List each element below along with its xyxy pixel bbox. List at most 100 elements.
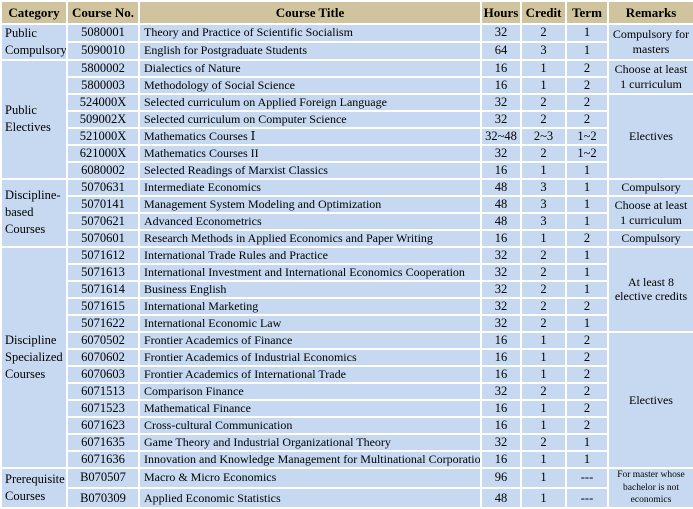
course-no-cell: 5071613 [66, 262, 140, 282]
credit-cell: 1 [520, 449, 567, 469]
course-no-cell: 509002X [66, 109, 140, 129]
remark-cell: Compulsory [607, 228, 693, 248]
credit-cell: 1 [520, 486, 567, 509]
course-no-cell: 5080001 [66, 23, 140, 43]
remark-cell: Electives [607, 330, 693, 469]
table-row: 524000X Selected curriculum on Applied F… [1, 92, 693, 180]
table-row: 5071614 Business English 32 2 1 [1, 279, 693, 299]
course-title-cell: Macro & Micro Economics [138, 466, 482, 489]
course-title-cell: Applied Economic Statistics [138, 486, 482, 509]
term-cell: 2 [565, 109, 609, 129]
course-no-cell: 6070502 [66, 330, 140, 350]
course-title-cell: Mathematics Courses II [138, 143, 482, 163]
table-row: 6070602 Frontier Academics of Industrial… [1, 347, 693, 367]
course-title-cell: Business English [138, 279, 482, 299]
course-no-cell: 5090010 [66, 40, 140, 61]
course-no-cell: 5071622 [66, 313, 140, 333]
course-title-cell: Theory and Practice of Scientific Social… [138, 23, 482, 43]
category-cell-prerequisite: Prerequisite Courses [0, 466, 68, 509]
term-cell: 1 [565, 194, 609, 214]
hours-cell: 32~48 [480, 126, 522, 146]
course-title-cell: Frontier Academics of International Trad… [138, 364, 482, 384]
hours-cell: 16 [480, 347, 522, 367]
course-title-cell: Management System Modeling and Optimizat… [138, 194, 482, 214]
course-title-cell: Mathematics Courses Ⅰ [138, 126, 482, 146]
term-cell: 1 [565, 211, 609, 231]
credit-cell: 1 [520, 347, 567, 367]
credit-cell: 1 [520, 58, 567, 78]
table-row: 521000X Mathematics Courses Ⅰ 32~48 2~3 … [1, 126, 693, 146]
hours-cell: 16 [480, 58, 522, 78]
course-title-cell: Cross-cultural Communication [138, 415, 482, 435]
hours-cell: 32 [480, 245, 522, 265]
table-row: 5800003 Methodology of Social Science 16… [1, 75, 693, 95]
hours-cell: 32 [480, 296, 522, 316]
course-no-cell: 5071612 [66, 245, 140, 265]
remark-cell: At least 8 elective credits [607, 245, 693, 333]
hours-cell: 16 [480, 398, 522, 418]
table-row: 5071613 International Investment and Int… [1, 262, 693, 282]
table-row: 5070601 Research Methods in Applied Econ… [1, 228, 693, 248]
course-title-cell: International Economic Law [138, 313, 482, 333]
term-cell: 1 [565, 449, 609, 469]
hours-cell: 16 [480, 449, 522, 469]
course-no-cell: 6071623 [66, 415, 140, 435]
hours-cell: 64 [480, 40, 522, 61]
credit-cell: 2 [520, 279, 567, 299]
course-no-cell: 5070601 [66, 228, 140, 248]
credit-cell: 3 [520, 40, 567, 61]
course-title-cell: Intermediate Economics [138, 177, 482, 197]
term-cell: 1 [565, 177, 609, 197]
course-no-cell: 6071513 [66, 381, 140, 401]
hours-cell: 32 [480, 381, 522, 401]
remark-cell: Compulsory for masters [607, 23, 693, 61]
credit-cell: 1 [520, 160, 567, 180]
table-row: Public Electives 5800002 Dialectics of N… [0, 58, 693, 180]
course-title-cell: English for Postgraduate Students [138, 40, 482, 61]
hours-cell: 48 [480, 194, 522, 214]
table-row: 6080002 Selected Readings of Marxist Cla… [1, 160, 693, 180]
table-row: 6071636 Innovation and Knowledge Managem… [1, 449, 693, 469]
term-cell: 1 [565, 432, 609, 452]
course-title-cell: Research Methods in Applied Economics an… [138, 228, 482, 248]
table-row: 6071635 Game Theory and Industrial Organ… [1, 432, 693, 452]
course-title-cell: Advanced Econometrics [138, 211, 482, 231]
hours-cell: 32 [480, 23, 522, 43]
course-no-cell: 5070141 [66, 194, 140, 214]
table-row: 5071615 International Marketing 32 2 2 [1, 296, 693, 316]
credit-cell: 2 [520, 313, 567, 333]
credit-cell: 2 [520, 296, 567, 316]
table-row: 5070621 Advanced Econometrics 48 3 1 [1, 211, 693, 231]
credit-cell: 1 [520, 75, 567, 95]
credit-cell: 2 [520, 109, 567, 129]
hours-cell: 48 [480, 211, 522, 231]
term-cell: 1~2 [565, 126, 609, 146]
term-cell: 2 [565, 364, 609, 384]
col-header-remarks: Remarks [607, 0, 693, 25]
term-cell: 1 [565, 313, 609, 333]
header-row: Category Course No. Course Title Hours C… [0, 0, 693, 25]
table-row: 6071513 Comparison Finance 32 2 2 [1, 381, 693, 401]
term-cell: 1~2 [565, 143, 609, 163]
credit-cell: 1 [520, 466, 567, 489]
course-title-cell: Game Theory and Industrial Organizationa… [138, 432, 482, 452]
table-row: 6070502 Frontier Academics of Finance 16… [1, 330, 693, 469]
table-row: 621000X Mathematics Courses II 32 2 1~2 [1, 143, 693, 163]
category-cell-public-compulsory: Public Compulsory [0, 23, 68, 61]
credit-cell: 1 [520, 228, 567, 248]
term-cell: 1 [565, 245, 609, 265]
hours-cell: 96 [480, 466, 522, 489]
col-header-term: Term [565, 0, 609, 25]
course-no-cell: 5800003 [66, 75, 140, 95]
hours-cell: 48 [480, 177, 522, 197]
course-title-cell: Innovation and Knowledge Management for … [138, 449, 482, 469]
table-row: 6070603 Frontier Academics of Internatio… [1, 364, 693, 384]
course-no-cell: 5071614 [66, 279, 140, 299]
course-no-cell: 6071635 [66, 432, 140, 452]
course-no-cell: 5070621 [66, 211, 140, 231]
course-title-cell: International Marketing [138, 296, 482, 316]
term-cell: 1 [565, 40, 609, 61]
term-cell: 2 [565, 92, 609, 112]
col-header-credit: Credit [520, 0, 567, 25]
hours-cell: 32 [480, 432, 522, 452]
